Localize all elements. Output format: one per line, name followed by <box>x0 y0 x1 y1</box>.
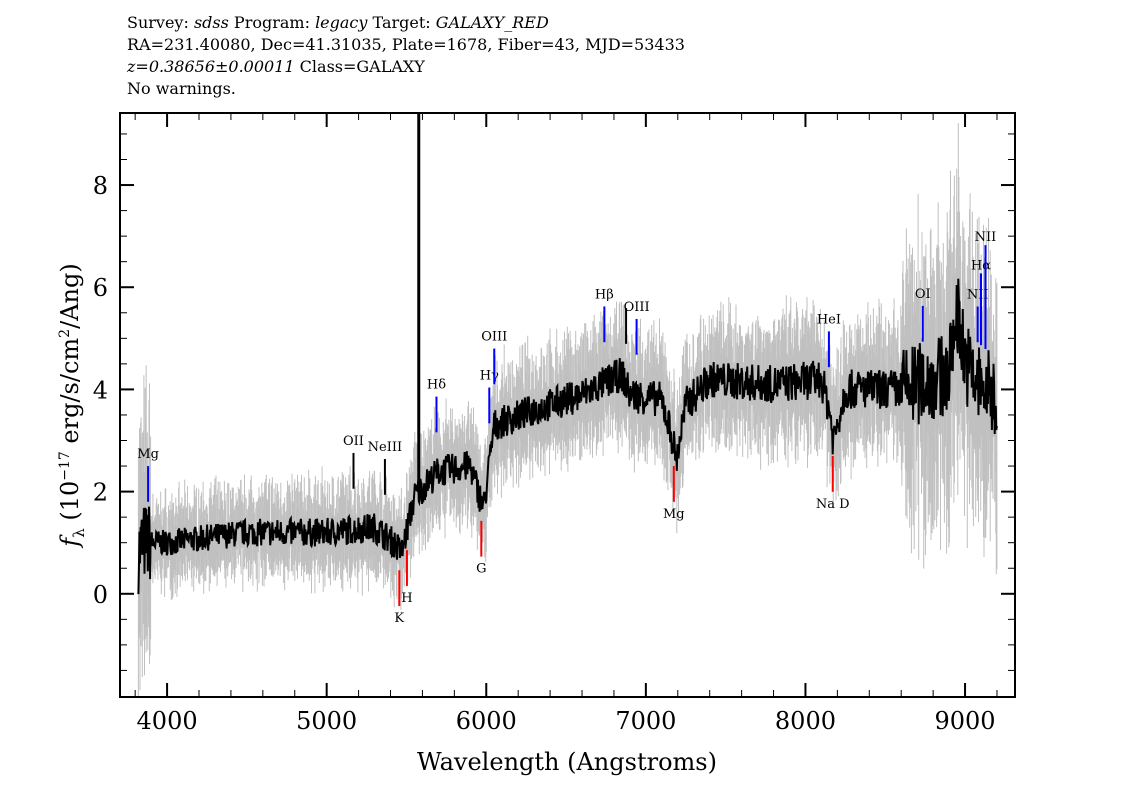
spectrum-header: Survey: sdss Program: legacy Target: GAL… <box>127 12 685 100</box>
y-axis-label: fλ (10−17 erg/s/cm2/Ang) <box>56 263 88 548</box>
line-label: Hα <box>971 258 991 273</box>
x-axis-label: Wavelength (Angstroms) <box>417 748 717 776</box>
line-label: G <box>476 562 486 577</box>
x-tick-label: 9000 <box>935 707 996 735</box>
line-label: K <box>394 611 404 626</box>
header-line-4: No warnings. <box>127 79 236 98</box>
line-label: Hβ <box>595 287 614 302</box>
y-tick-label: 2 <box>93 479 108 507</box>
y-tick-label: 0 <box>93 581 108 609</box>
x-tick-label: 5000 <box>296 707 357 735</box>
x-tick-label: 6000 <box>456 707 517 735</box>
svg-text:fλ (10−17 erg/s/cm2/Ang): fλ (10−17 erg/s/cm2/Ang) <box>56 263 88 548</box>
header-line-1: Survey: sdss Program: legacy Target: GAL… <box>127 13 549 32</box>
header-line-2: RA=231.40080, Dec=41.31035, Plate=1678, … <box>127 35 685 54</box>
x-tick-label: 8000 <box>775 707 836 735</box>
plot-frame <box>119 112 1016 698</box>
line-label: Mg <box>137 447 159 462</box>
line-label: NII <box>967 288 989 303</box>
x-tick-label: 7000 <box>615 707 676 735</box>
line-label: Na D <box>816 497 850 512</box>
y-tick-label: 4 <box>93 376 108 404</box>
header-line-3: z=0.38656±0.00011 Class=GALAXY <box>127 57 425 76</box>
line-label: NII <box>975 230 997 245</box>
line-label: OIII <box>624 300 650 315</box>
line-label: NeIII <box>368 440 402 455</box>
line-label: Hδ <box>427 378 446 393</box>
line-label: Hγ <box>480 369 499 384</box>
line-label: Mg <box>663 507 685 522</box>
x-tick-label: 4000 <box>137 707 198 735</box>
line-label: H <box>401 591 412 606</box>
line-label: HeI <box>817 312 841 327</box>
line-label: OII <box>343 434 364 449</box>
y-tick-label: 6 <box>93 274 108 302</box>
flux-line <box>137 278 998 595</box>
line-label: OIII <box>481 330 507 345</box>
line-label: OI <box>915 287 931 302</box>
y-tick-label: 8 <box>93 172 108 200</box>
